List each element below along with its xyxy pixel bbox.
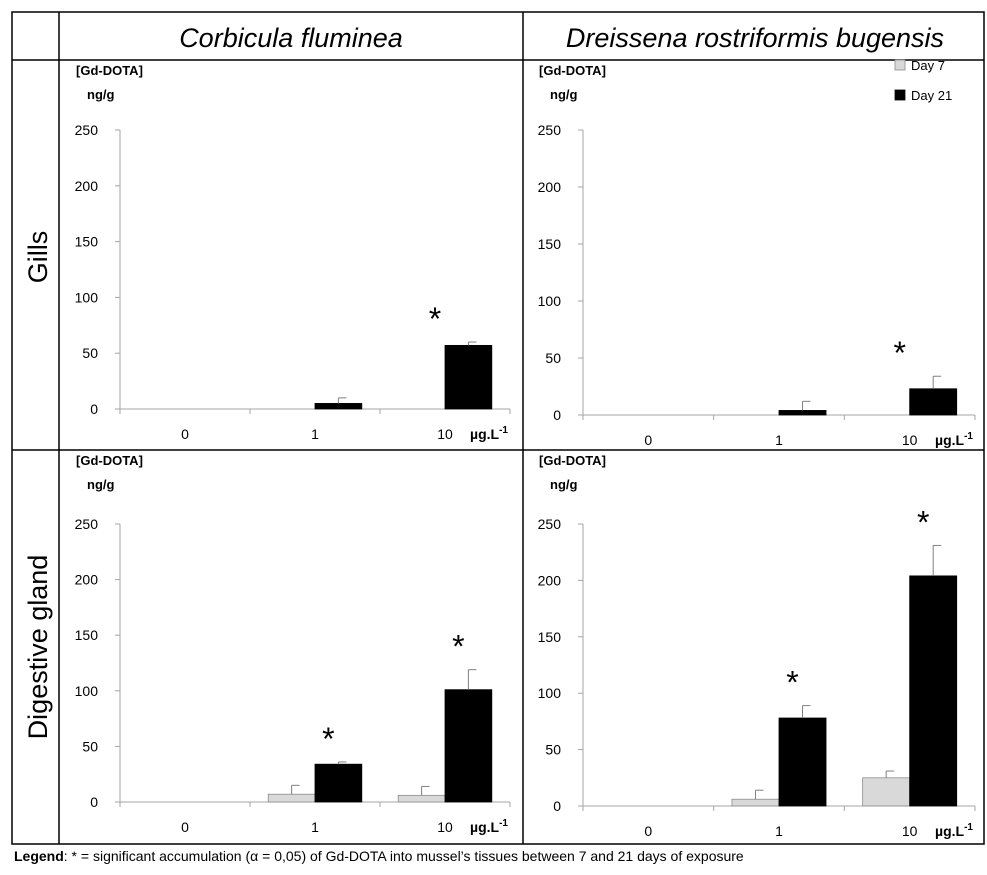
chart-panel: [Gd-DOTA] ng/g 0 50 100 150 200 250 0 1 10 * µg.L-1 — [75, 63, 511, 442]
y-tick-label: 100 — [538, 293, 562, 309]
y-tick-label: 100 — [75, 289, 99, 305]
chart-panel: [Gd-DOTA] ng/g 0 50 100 150 200 250 0 1 10 * µg.L-1 D… — [538, 58, 976, 448]
column-header-dreissena: Dreissena rostriformis bugensis — [566, 23, 944, 53]
x-tick-label: 1 — [775, 432, 783, 448]
x-tick-label: 0 — [181, 426, 189, 442]
y-tick-label: 150 — [75, 234, 99, 250]
bar-day21 — [909, 388, 958, 416]
y-tick-label: 0 — [90, 401, 98, 417]
y-tick-label: 100 — [75, 683, 99, 699]
chart-panel: [Gd-DOTA] ng/g 0 50 100 150 200 250 0 1 * 10 * µg.L-1 — [75, 453, 511, 835]
x-tick-label: 10 — [437, 426, 453, 442]
y-axis-title: [Gd-DOTA] — [539, 63, 606, 78]
legend-text: : * = significant accumulation (α = 0,05… — [63, 848, 744, 864]
x-axis-unit-exponent: -1 — [499, 818, 508, 829]
bar-day7 — [397, 794, 446, 803]
y-tick-label: 250 — [75, 516, 99, 532]
x-tick-label: 1 — [311, 426, 319, 442]
bar-day7 — [862, 777, 911, 807]
y-tick-label: 200 — [75, 178, 99, 194]
y-tick-label: 50 — [82, 345, 98, 361]
x-tick-label: 1 — [311, 819, 319, 835]
legend-label-day7: Day 7 — [911, 58, 945, 73]
x-tick-label: 0 — [644, 823, 652, 839]
bar-day7 — [267, 793, 316, 803]
y-tick-label: 250 — [75, 122, 99, 138]
chart-panel: [Gd-DOTA] ng/g 0 50 100 150 200 250 0 1 * 10 * µg.L-1 — [538, 453, 976, 839]
significance-asterisk: * — [322, 721, 334, 757]
y-tick-label: 50 — [545, 742, 561, 758]
y-tick-label: 50 — [545, 350, 561, 366]
bar-day21 — [909, 575, 958, 807]
x-axis-unit: µg.L-1 — [470, 425, 508, 442]
x-tick-label: 10 — [902, 823, 918, 839]
x-axis-unit: µg.L-1 — [935, 431, 973, 448]
y-tick-label: 50 — [82, 738, 98, 754]
significance-asterisk: * — [893, 335, 905, 371]
y-axis-unit: ng/g — [550, 477, 577, 492]
y-tick-label: 0 — [553, 798, 561, 814]
x-tick-label: 10 — [902, 432, 918, 448]
y-tick-label: 0 — [553, 407, 561, 423]
legend-swatch-day7 — [894, 59, 906, 71]
y-tick-label: 200 — [538, 179, 562, 195]
y-tick-label: 150 — [538, 629, 562, 645]
x-axis-unit-exponent: -1 — [499, 425, 508, 436]
x-axis-unit-exponent: -1 — [964, 431, 973, 442]
x-axis-unit-exponent: -1 — [964, 822, 973, 833]
bar-day21 — [778, 410, 827, 416]
y-axis-unit: ng/g — [87, 477, 114, 492]
y-tick-label: 150 — [538, 236, 562, 252]
y-tick-label: 100 — [538, 685, 562, 701]
y-axis-title: [Gd-DOTA] — [539, 453, 606, 468]
significance-asterisk: * — [452, 629, 464, 665]
y-tick-label: 200 — [538, 572, 562, 588]
bar-day7 — [731, 798, 780, 807]
x-tick-label: 0 — [181, 819, 189, 835]
y-axis-unit: ng/g — [87, 87, 114, 102]
y-axis-title: [Gd-DOTA] — [76, 63, 143, 78]
bar-day21 — [314, 403, 363, 410]
x-tick-label: 10 — [437, 819, 453, 835]
y-tick-label: 0 — [90, 794, 98, 810]
x-tick-label: 0 — [644, 432, 652, 448]
significance-asterisk: * — [429, 301, 441, 337]
y-tick-label: 200 — [75, 572, 99, 588]
row-header-digestive-gland: Digestive gland — [23, 555, 53, 740]
row-header-gills: Gills — [23, 231, 53, 284]
bar-day21 — [778, 717, 827, 807]
bar-day21 — [314, 763, 363, 803]
x-axis-unit: µg.L-1 — [470, 818, 508, 835]
figure-legend: Legend: * = significant accumulation (α … — [14, 848, 744, 864]
y-axis-title: [Gd-DOTA] — [76, 453, 143, 468]
bar-day21 — [444, 689, 493, 803]
legend-label-day21: Day 21 — [911, 88, 952, 103]
legend-label: Legend — [14, 848, 64, 864]
x-tick-label: 1 — [775, 823, 783, 839]
grid-frame — [11, 11, 985, 845]
column-header-corbicula: Corbicula fluminea — [179, 23, 403, 53]
y-axis-unit: ng/g — [550, 87, 577, 102]
bar-day21 — [444, 344, 493, 410]
significance-asterisk: * — [917, 504, 929, 540]
y-tick-label: 250 — [538, 122, 562, 138]
y-tick-label: 150 — [75, 627, 99, 643]
y-tick-label: 250 — [538, 516, 562, 532]
legend-swatch-day21 — [894, 89, 906, 101]
x-axis-unit: µg.L-1 — [935, 822, 973, 839]
significance-asterisk: * — [786, 665, 798, 701]
